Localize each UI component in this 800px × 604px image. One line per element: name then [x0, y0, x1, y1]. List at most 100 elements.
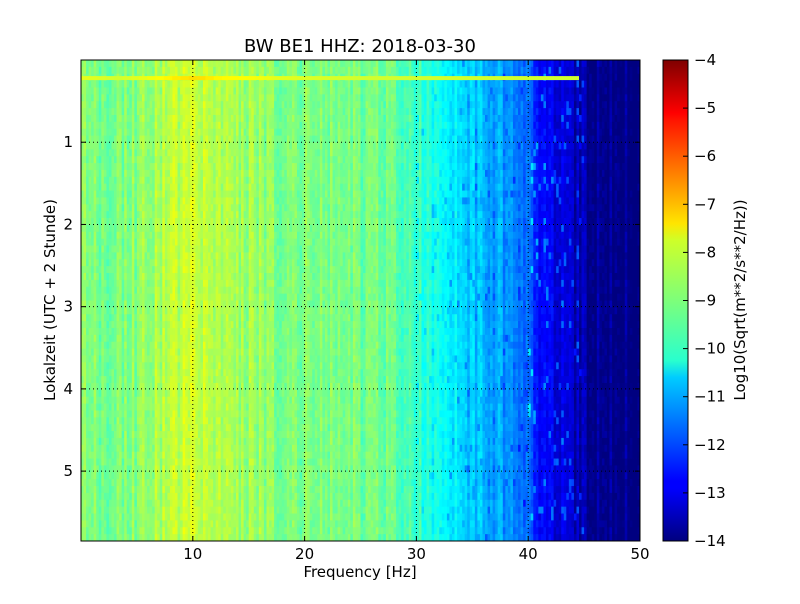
heatmap-cell: [192, 348, 196, 356]
heatmap-cell: [256, 245, 260, 253]
heatmap-cell: [230, 293, 234, 301]
heatmap-cell: [200, 479, 204, 487]
heatmap-cell: [106, 437, 110, 446]
heatmap-cell: [210, 458, 214, 466]
heatmap-cell: [88, 527, 92, 535]
heatmap-cell: [225, 176, 229, 185]
heatmap-cell: [210, 266, 214, 274]
heatmap-cell: [93, 451, 97, 459]
heatmap-cell: [147, 437, 150, 446]
heatmap-cell: [144, 458, 148, 466]
heatmap-cell: [185, 465, 189, 473]
heatmap-cell: [256, 279, 260, 288]
heatmap-cell: [164, 224, 168, 233]
heatmap-cell: [223, 437, 227, 446]
heatmap-cell: [152, 431, 156, 439]
heatmap-cell: [253, 273, 257, 281]
heatmap-cell: [185, 142, 189, 150]
heatmap-cell: [243, 94, 247, 102]
heatmap-cell: [205, 245, 209, 253]
heatmap-cell: [141, 369, 145, 377]
heatmap-cell: [208, 348, 211, 356]
heatmap-cell: [243, 334, 247, 343]
heatmap-cell: [98, 382, 102, 391]
heatmap-cell: [91, 431, 95, 439]
heatmap-cell: [139, 176, 143, 185]
heatmap-cell: [144, 424, 148, 432]
heatmap-cell: [169, 492, 173, 501]
heatmap-cell: [136, 382, 140, 391]
heatmap-cell: [228, 176, 232, 185]
heatmap-cell: [124, 279, 128, 288]
heatmap-cell: [83, 472, 87, 480]
heatmap-cell: [159, 149, 163, 157]
heatmap-cell: [96, 231, 100, 240]
heatmap-cell: [139, 341, 143, 349]
heatmap-cell: [81, 314, 84, 322]
heatmap-cell: [236, 60, 239, 68]
heatmap-cell: [139, 300, 143, 308]
heatmap-cell: [187, 348, 191, 356]
heatmap-cell: [103, 451, 107, 459]
heatmap-cell: [233, 396, 237, 404]
heatmap-cell: [236, 300, 239, 308]
heatmap-cell: [182, 101, 186, 109]
heatmap-cell: [154, 465, 158, 473]
heatmap-cell: [185, 114, 189, 123]
heatmap-cell: [182, 327, 186, 336]
heatmap-cell: [86, 499, 90, 508]
heatmap-cell: [258, 80, 262, 88]
heatmap-cell: [141, 472, 145, 480]
heatmap-cell: [106, 348, 110, 356]
heatmap-cell: [139, 121, 143, 130]
heatmap-cell: [180, 382, 184, 391]
heatmap-cell: [230, 410, 234, 418]
heatmap-cell: [131, 341, 135, 349]
heatmap-cell: [248, 437, 252, 446]
heatmap-cell: [213, 259, 217, 267]
heatmap-cell: [139, 266, 143, 274]
heatmap-cell: [258, 259, 262, 267]
heatmap-cell: [103, 307, 107, 315]
heatmap-cell: [81, 293, 84, 301]
heatmap-cell: [139, 114, 143, 123]
heatmap-cell: [124, 94, 128, 102]
heatmap-cell: [253, 492, 257, 501]
heatmap-cell: [157, 142, 161, 150]
heatmap-cell: [164, 108, 168, 116]
heatmap-cell: [172, 348, 176, 356]
heatmap-cell: [139, 135, 143, 143]
heatmap-cell: [223, 424, 227, 432]
heatmap-cell: [185, 273, 189, 281]
heatmap-cell: [241, 396, 245, 404]
heatmap-cell: [185, 431, 189, 439]
heatmap-cell: [195, 231, 199, 240]
heatmap-cell: [223, 176, 227, 185]
heatmap-cell: [208, 293, 211, 301]
heatmap-cell: [136, 238, 140, 246]
heatmap-cell: [213, 321, 217, 329]
heatmap-cell: [83, 238, 87, 246]
heatmap-cell: [144, 259, 148, 267]
heatmap-cell: [190, 197, 194, 205]
heatmap-cell: [162, 479, 166, 487]
heatmap-cell: [175, 224, 178, 233]
heatmap-cell: [101, 66, 105, 75]
heatmap-cell: [190, 327, 194, 336]
heatmap-cell: [192, 527, 196, 535]
heatmap-cell: [124, 87, 128, 95]
heatmap-cell: [246, 321, 250, 329]
heatmap-cell: [144, 156, 148, 164]
heatmap-cell: [233, 334, 237, 343]
heatmap-cell: [96, 197, 100, 205]
heatmap-cell: [116, 486, 120, 494]
heatmap-cell: [218, 211, 222, 219]
heatmap-cell: [225, 114, 229, 123]
heatmap-cell: [147, 169, 150, 178]
heatmap-cell: [83, 527, 87, 535]
heatmap-cell: [236, 66, 239, 75]
heatmap-cell: [106, 252, 110, 260]
heatmap-cell: [124, 506, 128, 514]
heatmap-cell: [185, 101, 189, 109]
heatmap-cell: [152, 197, 156, 205]
